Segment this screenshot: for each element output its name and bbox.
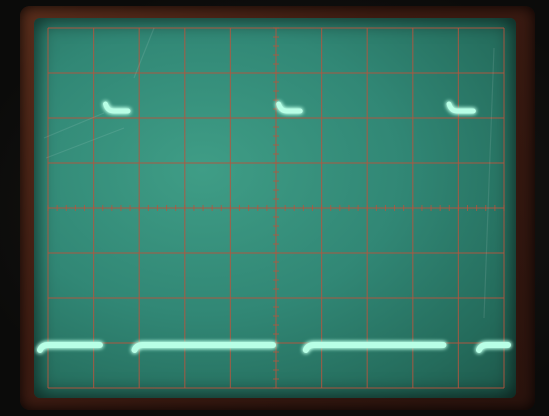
trace-segment-high — [446, 101, 476, 114]
oscilloscope-screen — [34, 18, 516, 398]
graticule-grid — [37, 27, 511, 389]
trace-segment-high — [276, 101, 303, 114]
trace-segment-low — [131, 342, 277, 353]
trace-segment-high — [103, 101, 131, 114]
trace-segment-low — [37, 342, 103, 353]
trace-segment-low — [302, 342, 447, 353]
trace-segment-low — [475, 342, 511, 353]
screen-glare — [43, 27, 495, 319]
